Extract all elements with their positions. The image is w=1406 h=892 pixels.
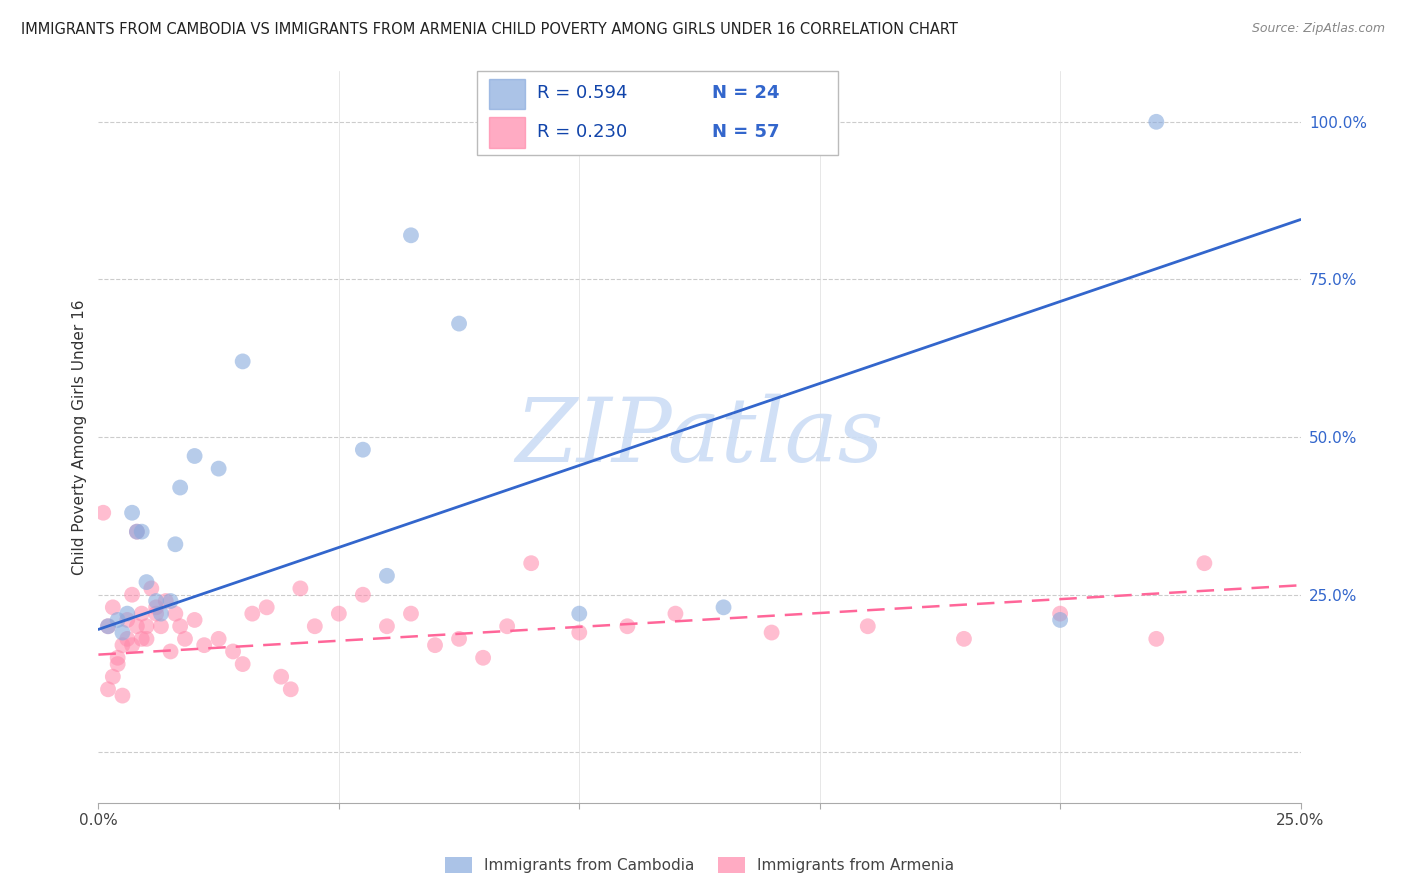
Point bbox=[165, 607, 187, 621]
Point bbox=[280, 682, 302, 697]
Point bbox=[135, 619, 157, 633]
Point bbox=[101, 600, 124, 615]
Point bbox=[111, 638, 134, 652]
Point bbox=[174, 632, 197, 646]
Point bbox=[240, 607, 263, 621]
Point bbox=[145, 600, 167, 615]
FancyBboxPatch shape bbox=[489, 78, 526, 110]
Point bbox=[1194, 556, 1216, 570]
Point bbox=[155, 594, 177, 608]
Point bbox=[472, 650, 495, 665]
Point bbox=[183, 613, 205, 627]
Point bbox=[256, 600, 278, 615]
Point bbox=[169, 481, 191, 495]
Y-axis label: Child Poverty Among Girls Under 16: Child Poverty Among Girls Under 16 bbox=[72, 300, 87, 574]
Point bbox=[165, 537, 187, 551]
Point bbox=[91, 506, 114, 520]
Point bbox=[290, 582, 312, 596]
Point bbox=[193, 638, 215, 652]
Point bbox=[145, 607, 167, 621]
FancyBboxPatch shape bbox=[489, 118, 526, 148]
Point bbox=[145, 594, 167, 608]
Point bbox=[761, 625, 783, 640]
Point bbox=[352, 442, 374, 457]
Point bbox=[1049, 607, 1071, 621]
Text: ZIPatlas: ZIPatlas bbox=[515, 393, 884, 481]
Point bbox=[183, 449, 205, 463]
Point bbox=[399, 607, 422, 621]
Point bbox=[568, 607, 591, 621]
Point bbox=[232, 354, 254, 368]
Point bbox=[97, 682, 120, 697]
Point bbox=[125, 524, 148, 539]
Text: IMMIGRANTS FROM CAMBODIA VS IMMIGRANTS FROM ARMENIA CHILD POVERTY AMONG GIRLS UN: IMMIGRANTS FROM CAMBODIA VS IMMIGRANTS F… bbox=[21, 22, 957, 37]
Point bbox=[1144, 632, 1167, 646]
Text: Source: ZipAtlas.com: Source: ZipAtlas.com bbox=[1251, 22, 1385, 36]
Point bbox=[496, 619, 519, 633]
Point bbox=[208, 632, 231, 646]
Point bbox=[135, 575, 157, 590]
Point bbox=[111, 689, 134, 703]
Text: R = 0.594: R = 0.594 bbox=[537, 85, 627, 103]
Point bbox=[97, 619, 120, 633]
Point bbox=[121, 638, 143, 652]
Point bbox=[125, 619, 148, 633]
Point bbox=[568, 625, 591, 640]
Text: N = 57: N = 57 bbox=[711, 123, 779, 141]
Point bbox=[304, 619, 326, 633]
Point bbox=[131, 607, 153, 621]
FancyBboxPatch shape bbox=[477, 71, 838, 155]
Point bbox=[141, 582, 163, 596]
Point bbox=[169, 619, 191, 633]
Point bbox=[125, 524, 148, 539]
Point bbox=[117, 613, 139, 627]
Point bbox=[270, 670, 292, 684]
Point bbox=[117, 632, 139, 646]
Point bbox=[159, 644, 181, 658]
Legend: Immigrants from Cambodia, Immigrants from Armenia: Immigrants from Cambodia, Immigrants fro… bbox=[439, 851, 960, 880]
Point bbox=[1049, 613, 1071, 627]
Point bbox=[101, 670, 124, 684]
Point bbox=[664, 607, 686, 621]
Point bbox=[131, 524, 153, 539]
Point bbox=[447, 632, 470, 646]
Point bbox=[97, 619, 120, 633]
Point bbox=[713, 600, 735, 615]
Point bbox=[328, 607, 350, 621]
Point bbox=[107, 657, 129, 671]
Point bbox=[208, 461, 231, 475]
Point bbox=[135, 632, 157, 646]
Point bbox=[149, 619, 172, 633]
Point bbox=[232, 657, 254, 671]
Point bbox=[616, 619, 638, 633]
Point bbox=[375, 569, 398, 583]
Text: R = 0.230: R = 0.230 bbox=[537, 123, 627, 141]
Point bbox=[121, 506, 143, 520]
Point bbox=[121, 588, 143, 602]
Point bbox=[375, 619, 398, 633]
Point bbox=[447, 317, 470, 331]
Point bbox=[953, 632, 976, 646]
Point bbox=[107, 650, 129, 665]
Point bbox=[1144, 115, 1167, 129]
Point bbox=[520, 556, 543, 570]
Point bbox=[159, 594, 181, 608]
Point bbox=[149, 607, 172, 621]
Point bbox=[111, 625, 134, 640]
Point bbox=[131, 632, 153, 646]
Point bbox=[399, 228, 422, 243]
Point bbox=[423, 638, 446, 652]
Point bbox=[107, 613, 129, 627]
Point bbox=[352, 588, 374, 602]
Point bbox=[856, 619, 879, 633]
Text: N = 24: N = 24 bbox=[711, 85, 779, 103]
Point bbox=[117, 607, 139, 621]
Point bbox=[222, 644, 245, 658]
